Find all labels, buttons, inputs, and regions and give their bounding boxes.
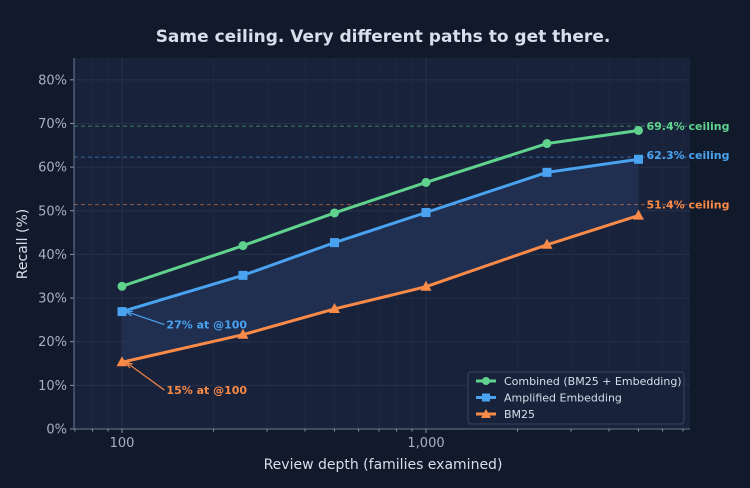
annotation-arrowhead	[124, 310, 134, 317]
ceiling-label: 51.4% ceiling	[646, 199, 729, 212]
data-point	[237, 328, 249, 339]
chart-title: Same ceiling. Very different paths to ge…	[156, 27, 611, 47]
ceiling-lines: 69.4% ceiling 62.3% ceiling 51.4% ceiling	[74, 120, 729, 212]
y-axis-label: Recall (%)	[15, 209, 31, 279]
data-point	[238, 270, 248, 280]
annotation-arrowhead	[124, 361, 133, 369]
data-point	[328, 302, 340, 313]
series-line	[121, 214, 639, 364]
ceiling-label: 69.4% ceiling	[646, 120, 729, 133]
axes: 0% 10% 20% 30% 40% 50% 60% 70% 80% 100 1,000	[38, 58, 690, 451]
annotations: 27% at @100 15% at @100	[124, 310, 247, 397]
legend-marker	[481, 409, 491, 418]
series-line	[121, 128, 639, 288]
legend-box	[467, 371, 685, 425]
y-tick-label: 20%	[38, 335, 67, 350]
x-axis-label: Review depth (families examined)	[264, 457, 503, 473]
legend-label: Combined (BM25 + Embedding)	[504, 375, 682, 388]
data-point	[421, 208, 431, 218]
y-tick-label: 80%	[38, 73, 67, 88]
y-tick-label: 70%	[38, 117, 67, 132]
data-point	[420, 280, 432, 291]
y-tick-label: 60%	[38, 161, 67, 176]
legend: Combined (BM25 + Embedding) Amplified Emb…	[467, 371, 685, 425]
y-tick-label: 10%	[38, 379, 67, 394]
data-point	[117, 281, 127, 291]
data-point	[116, 356, 128, 367]
y-tick-label: 30%	[38, 292, 67, 307]
data-point	[238, 241, 248, 251]
gap-shading	[122, 159, 639, 363]
data-point	[542, 167, 552, 177]
annotation-arrow	[125, 361, 165, 391]
legend-marker	[482, 377, 490, 385]
data-point	[421, 177, 431, 187]
legend-label: BM25	[504, 408, 535, 421]
y-tick-label: 50%	[38, 204, 67, 219]
y-tick-label: 40%	[38, 248, 67, 263]
annotation-label: 27% at @100	[166, 319, 247, 332]
data-point	[633, 154, 643, 164]
data-point	[542, 139, 552, 149]
legend-marker	[482, 393, 490, 402]
data-point	[633, 125, 643, 135]
y-tick-label: 0%	[46, 423, 67, 438]
data-point	[541, 238, 553, 249]
data-point	[329, 238, 339, 248]
shaded-gap-area	[122, 159, 639, 363]
annotation-label: 15% at @100	[166, 384, 247, 397]
series-lines	[116, 125, 644, 367]
annotation-arrow	[125, 311, 165, 326]
x-tick-label: 1,000	[407, 436, 444, 451]
data-point	[632, 209, 644, 220]
ceiling-label: 62.3% ceiling	[646, 149, 729, 162]
series-line	[121, 157, 639, 314]
data-point	[329, 208, 339, 218]
legend-label: Amplified Embedding	[504, 392, 622, 405]
data-point	[117, 307, 127, 317]
x-tick-label: 100	[110, 436, 135, 451]
